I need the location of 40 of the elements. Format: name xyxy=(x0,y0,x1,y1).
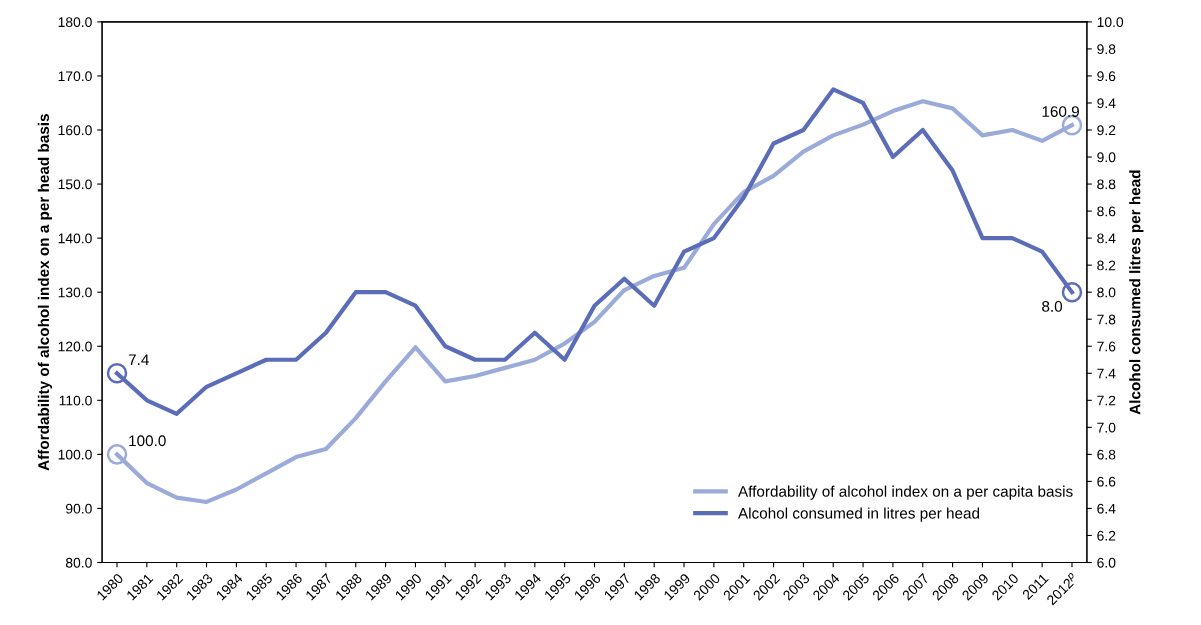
y-axis-title: Affordability of alcohol index on a per head basis xyxy=(37,114,53,471)
y-tick-label: 150.0 xyxy=(58,179,92,190)
y-tick-label: 110.0 xyxy=(59,395,92,406)
annotation: 100.0 xyxy=(129,435,166,447)
y-tick-label: 170.0 xyxy=(58,71,92,82)
y-tick-label: 180.0 xyxy=(58,17,92,28)
y2-tick-label: 6.6 xyxy=(1097,476,1116,487)
annotation: 7.4 xyxy=(128,354,149,365)
y2-tick-label: 10.0 xyxy=(1097,17,1124,28)
y2-tick-label: 7.8 xyxy=(1097,314,1116,325)
y-tick-label: 90.0 xyxy=(65,503,92,514)
legend-label: Affordability of alcohol index on a per capita basis xyxy=(738,485,1073,500)
y2-tick-label: 8.8 xyxy=(1097,179,1116,190)
y2-tick-label: 8.4 xyxy=(1097,233,1116,244)
y2-tick-label: 8.6 xyxy=(1097,206,1116,217)
y-tick-label: 160.0 xyxy=(58,125,92,136)
y2-tick-label: 6.4 xyxy=(1097,503,1116,514)
y2-tick-label: 6.8 xyxy=(1097,449,1116,460)
y2-tick-label: 9.4 xyxy=(1097,98,1116,109)
y2-tick-label: 6.2 xyxy=(1097,530,1116,541)
annotation: 8.0 xyxy=(1042,300,1063,312)
y-tick-label: 80.0 xyxy=(65,557,92,568)
annotation: 160.9 xyxy=(1042,106,1079,117)
y2-tick-label: 9.6 xyxy=(1097,71,1116,82)
y-tick-label: 120.0 xyxy=(58,341,92,352)
y2-tick-label: 6.0 xyxy=(1097,557,1116,568)
y2-tick-label: 9.0 xyxy=(1097,152,1116,163)
y-tick-label: 100.0 xyxy=(58,449,92,460)
y2-tick-label: 7.0 xyxy=(1097,422,1116,433)
y-tick-label: 130.0 xyxy=(58,287,92,298)
y2-tick-label: 8.2 xyxy=(1097,260,1116,271)
y-tick-label: 140.0 xyxy=(58,233,92,244)
legend-label: Alcohol consumed in litres per head xyxy=(738,507,980,522)
y2-tick-label: 7.6 xyxy=(1097,341,1116,352)
y2-tick-label: 7.4 xyxy=(1097,368,1116,379)
y2-tick-label: 8.0 xyxy=(1097,287,1116,298)
y2-axis-title: Alcohol consumed litres per head xyxy=(1129,170,1144,415)
y2-tick-label: 9.2 xyxy=(1097,125,1116,136)
y2-tick-label: 7.2 xyxy=(1097,395,1116,406)
y2-tick-label: 9.8 xyxy=(1097,44,1116,55)
